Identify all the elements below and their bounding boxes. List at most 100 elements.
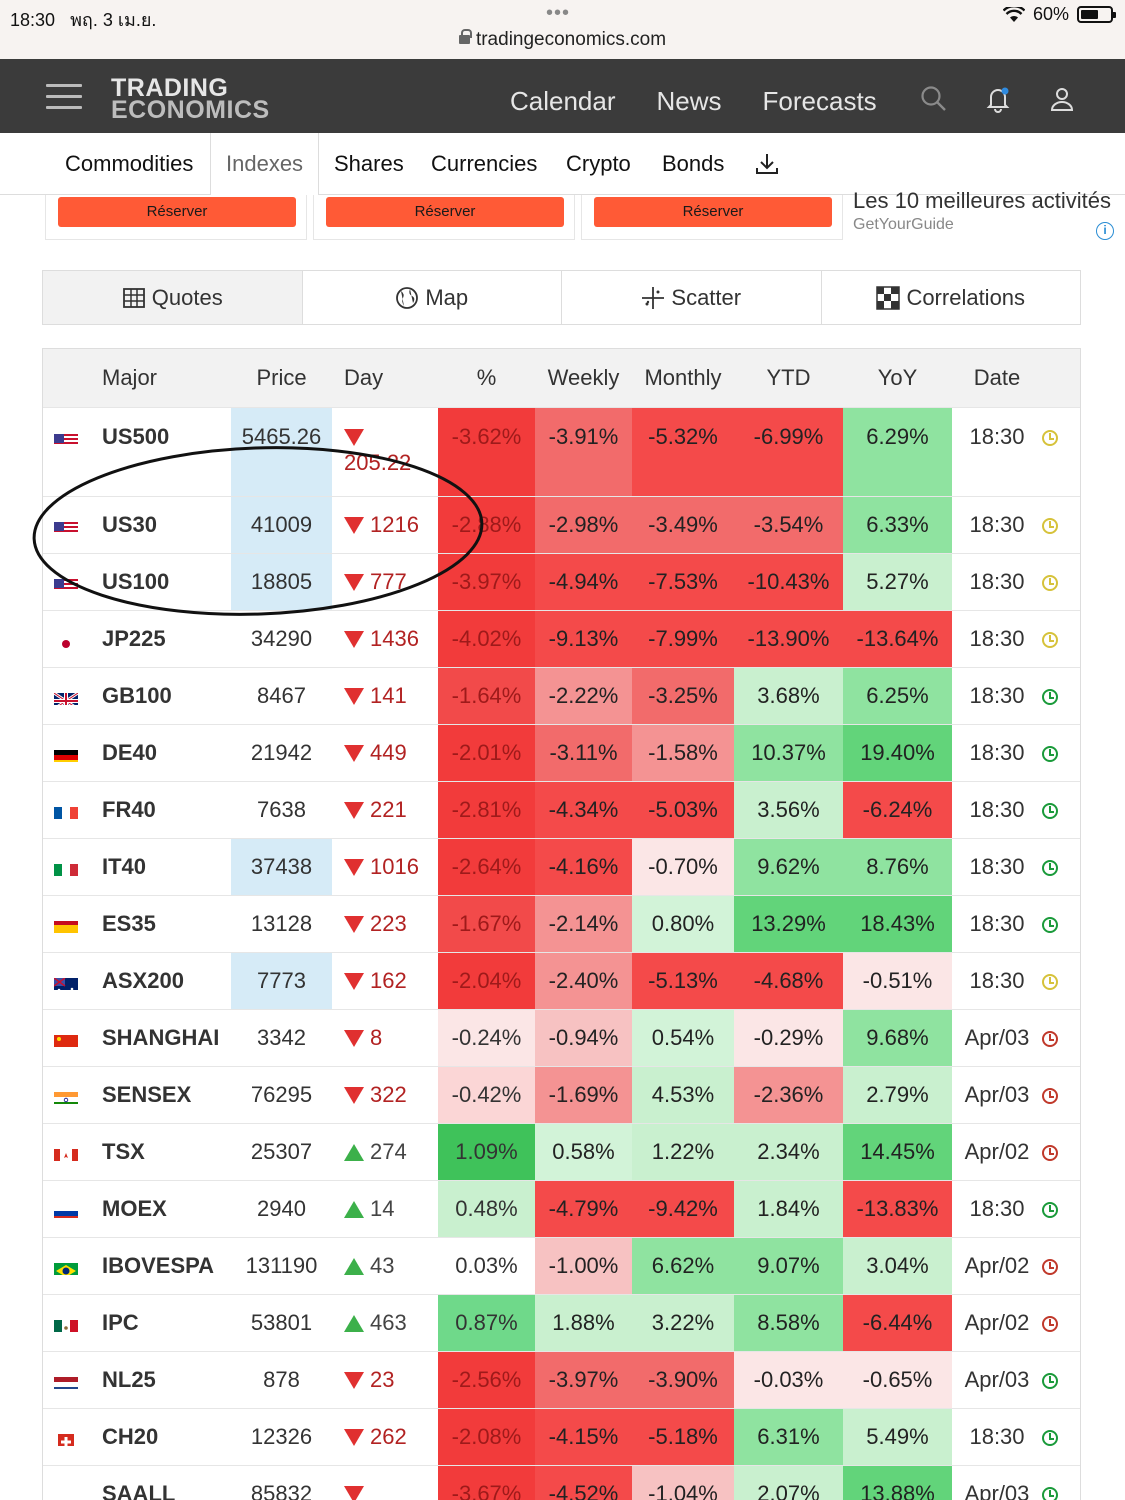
ad-info-icon[interactable]: i [1096,222,1114,240]
table-row[interactable]: US30 41009 1216 -2.88% -2.98% -3.49% -3.54% 6.3… [43,495,1080,553]
user-icon[interactable] [1048,85,1076,113]
weekly-cell: -3.97% [535,1350,632,1408]
table-row[interactable]: MOEX 2940 14 0.48% -4.79% -9.42% 1.84% -13.83% 1… [43,1179,1080,1237]
symbol-link[interactable]: SENSEX [98,1065,231,1123]
table-row[interactable]: IPC 53801 463 0.87% 1.88% 3.22% 8.58% -6.44% Apr… [43,1293,1080,1351]
nav-forecasts[interactable]: Forecasts [762,86,877,116]
bell-icon[interactable] [984,85,1012,113]
symbol-link[interactable]: JP225 [98,609,231,667]
monthly-cell: 0.54% [632,1008,734,1066]
price-cell: 41009 [231,495,332,553]
table-row[interactable]: FR40 7638 221 -2.81% -4.34% -5.03% 3.56% -6.24%… [43,780,1080,838]
tab-quotes[interactable]: Quotes [43,271,303,324]
monthly-cell: -3.25% [632,666,734,724]
price-cell: 2940 [231,1179,332,1237]
table-row[interactable]: SHANGHAI 3342 8 -0.24% -0.94% 0.54% -0.29% 9.68… [43,1008,1080,1066]
ad-headline[interactable]: Les 10 meilleures activités [853,188,1112,213]
symbol-link[interactable]: DE40 [98,723,231,781]
col-monthly[interactable]: Monthly [632,349,734,407]
tab-scatter[interactable]: Scatter [562,271,822,324]
day-change-value: 141 [370,682,407,708]
symbol-link[interactable]: US500 [98,406,231,496]
tab-indexes[interactable]: Indexes [226,151,304,176]
symbol-link[interactable]: GB100 [98,666,231,724]
day-change-cell [332,1464,438,1500]
table-row[interactable]: JP225 34290 1436 -4.02% -9.13% -7.99% -13.90% -… [43,609,1080,667]
tab-map[interactable]: Map [302,271,562,324]
percent-cell: -3.97% [438,552,535,610]
table-row[interactable]: US100 18805 777 -3.97% -4.94% -7.53% -10.43% 5.… [43,552,1080,610]
col-weekly[interactable]: Weekly [535,349,632,407]
col-price[interactable]: Price [231,349,332,407]
table-row[interactable]: TSX 25307 274 1.09% 0.58% 1.22% 2.34% 14.45% Apr… [43,1122,1080,1180]
down-arrow-icon [344,744,364,762]
url-bar[interactable]: tradingeconomics.com [0,29,1125,51]
monthly-cell: 4.53% [632,1065,734,1123]
col-ytd[interactable]: YTD [734,349,843,407]
tab-shares[interactable]: Shares [334,151,404,176]
down-arrow-icon [344,573,364,591]
table-row[interactable]: DE40 21942 449 -2.01% -3.11% -1.58% 10.37% 19.4… [43,723,1080,781]
day-change-cell: 205.22 [332,406,438,496]
multitask-dots[interactable]: ••• [546,2,571,24]
date-cell: Apr/02 [952,1236,1042,1294]
tab-crypto[interactable]: Crypto [566,151,631,176]
clock-icon [1042,802,1058,819]
hamburger-menu-icon[interactable] [46,84,82,110]
day-change-cell: 262 [332,1407,438,1465]
nav-news[interactable]: News [656,86,722,116]
col-major[interactable]: Major [98,349,231,407]
up-arrow-icon [344,1200,364,1218]
search-icon[interactable] [920,85,948,113]
flag-icon [43,1065,98,1123]
clock-icon [1042,916,1058,933]
symbol-link[interactable]: IBOVESPA [98,1236,231,1294]
col-day[interactable]: Day [332,349,438,407]
ytd-cell: 9.62% [734,837,843,895]
table-row[interactable]: GB100 8467 141 -1.64% -2.22% -3.25% 3.68% 6.25%… [43,666,1080,724]
tab-commodities[interactable]: Commodities [65,151,194,176]
ad-reserve-button[interactable]: Réserver [594,197,832,227]
table-row[interactable]: US500 5465.26 205.22 -3.62% -3.91% -5.32% -6.9… [43,406,1080,496]
table-row[interactable]: SAALL 85832 -3.67% -4.52% -1.04% 2.07% 13.88% A… [43,1464,1080,1500]
table-row[interactable]: NL25 878 23 -2.56% -3.97% -3.90% -0.03% -0.65% A… [43,1350,1080,1408]
ad-reserve-button[interactable]: Réserver [326,197,564,227]
symbol-link[interactable]: US30 [98,495,231,553]
nav-calendar[interactable]: Calendar [510,86,616,116]
yoy-cell: 6.29% [843,406,952,496]
symbol-link[interactable]: TSX [98,1122,231,1180]
symbol-link[interactable]: CH20 [98,1407,231,1465]
tab-bonds[interactable]: Bonds [662,151,725,176]
symbol-link[interactable]: IT40 [98,837,231,895]
weekly-cell: -4.34% [535,780,632,838]
tab-currencies[interactable]: Currencies [431,151,538,176]
symbol-link[interactable]: SAALL [98,1464,231,1500]
col-percent[interactable]: % [438,349,535,407]
table-row[interactable]: IT40 37438 1016 -2.64% -4.16% -0.70% 9.62% 8.76… [43,837,1080,895]
table-row[interactable]: CH20 12326 262 -2.08% -4.15% -5.18% 6.31% 5.49%… [43,1407,1080,1465]
col-date[interactable]: Date [952,349,1042,407]
clock-icon [1042,631,1058,648]
symbol-link[interactable]: ASX200 [98,951,231,1009]
table-row[interactable]: IBOVESPA 131190 43 0.03% -1.00% 6.62% 9.07% 3.0… [43,1236,1080,1294]
flag-icon [43,552,98,610]
price-cell: 131190 [231,1236,332,1294]
col-yoy[interactable]: YoY [843,349,952,407]
symbol-link[interactable]: SHANGHAI [98,1008,231,1066]
symbol-link[interactable]: NL25 [98,1350,231,1408]
down-arrow-icon [344,1428,364,1446]
table-row[interactable]: SENSEX 76295 322 -0.42% -1.69% 4.53% -2.36% 2.7… [43,1065,1080,1123]
site-logo[interactable]: TRADING ECONOMICS [111,74,270,124]
table-row[interactable]: ES35 13128 223 -1.67% -2.14% 0.80% 13.29% 18.43… [43,894,1080,952]
symbol-link[interactable]: US100 [98,552,231,610]
download-icon[interactable] [755,152,779,176]
symbol-link[interactable]: ES35 [98,894,231,952]
ad-reserve-button[interactable]: Réserver [58,197,296,227]
table-row[interactable]: ASX200 7773 162 -2.04% -2.40% -5.13% -4.68% -0.… [43,951,1080,1009]
symbol-link[interactable]: MOEX [98,1179,231,1237]
symbol-link[interactable]: IPC [98,1293,231,1351]
tab-correlations[interactable]: Correlations [821,271,1080,324]
symbol-link[interactable]: FR40 [98,780,231,838]
date-cell: 18:30 [952,666,1042,724]
day-change-value: 23 [370,1366,395,1392]
